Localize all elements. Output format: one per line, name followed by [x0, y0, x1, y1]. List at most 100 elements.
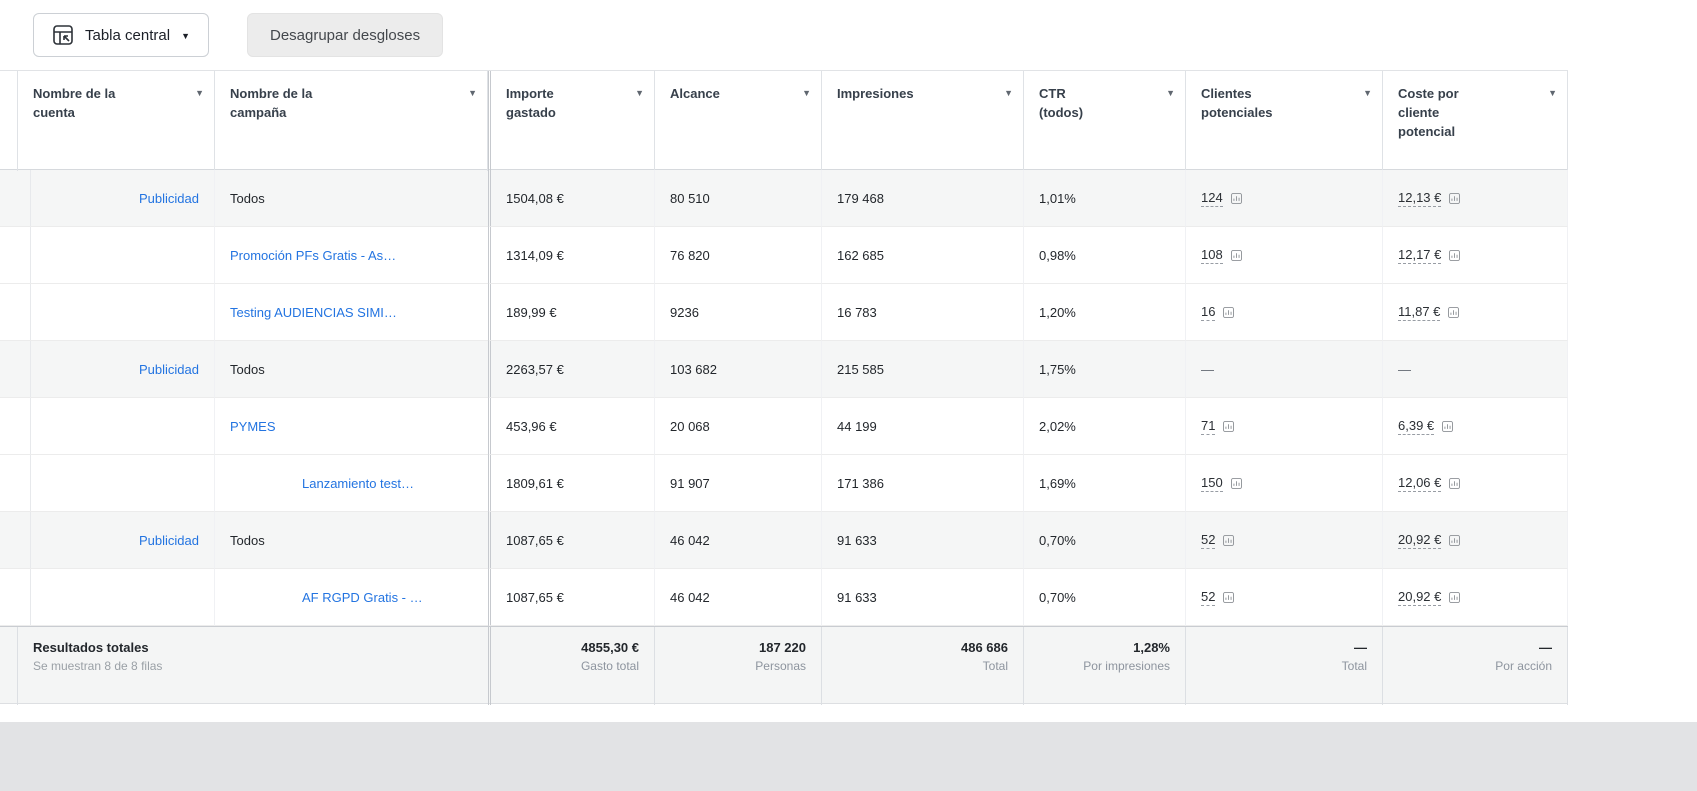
totals-ctr-cell: 1,28% Por impresiones — [1024, 627, 1186, 705]
leads-value[interactable]: 52 — [1201, 531, 1216, 549]
leads-cell: 124 — [1186, 170, 1383, 227]
breakdown-icon — [1442, 420, 1454, 432]
cpl-value[interactable]: 6,39 € — [1398, 417, 1435, 435]
reach-cell: 80 510 — [655, 170, 822, 227]
totals-ctr-label: Por impresiones — [1083, 659, 1170, 673]
totals-impressions-label: Total — [982, 659, 1008, 673]
caret-down-icon: ▼ — [195, 88, 204, 98]
column-header-leads[interactable]: Clientes potenciales ▼ — [1186, 71, 1383, 171]
impressions-cell: 91 633 — [822, 569, 1024, 626]
row-leading-cell — [0, 170, 31, 227]
column-header-account[interactable]: Nombre de la cuenta ▼ — [18, 71, 215, 171]
row-leading-cell — [0, 512, 31, 569]
impressions-cell: 215 585 — [822, 341, 1024, 398]
row-leading-cell — [0, 569, 31, 626]
ungroup-breakdowns-label: Desagrupar desgloses — [269, 26, 421, 44]
campaign-cell: Todos — [215, 170, 488, 227]
account-cell — [18, 569, 215, 626]
column-header-label: Nombre de la campaña — [230, 86, 313, 120]
caret-down-icon: ▼ — [802, 88, 811, 98]
leads-cell: — — [1186, 341, 1383, 398]
table-row: Publicidad Todos 2263,57 € 103 682 215 5… — [0, 341, 1568, 398]
campaign-link[interactable]: Promoción PFs Gratis - As… — [230, 247, 397, 263]
leads-value[interactable]: 108 — [1201, 246, 1223, 264]
totals-row: Resultados totales Se muestran 8 de 8 fi… — [0, 626, 1568, 705]
impressions-cell: 179 468 — [822, 170, 1024, 227]
cpl-value[interactable]: 12,06 € — [1398, 474, 1442, 492]
campaign-link[interactable]: Testing AUDIENCIAS SIMI… — [230, 304, 397, 320]
table-header: Nombre de la cuenta ▼ Nombre de la campa… — [0, 70, 1568, 171]
totals-spend-value: 4855,30 € — [581, 640, 639, 655]
reach-cell: 91 907 — [655, 455, 822, 512]
reach-cell: 76 820 — [655, 227, 822, 284]
column-header-impressions[interactable]: Impresiones ▼ — [822, 71, 1024, 171]
account-link[interactable]: Publicidad — [139, 361, 199, 377]
cpl-value[interactable]: 20,92 € — [1398, 531, 1442, 549]
leads-value[interactable]: 52 — [1201, 588, 1216, 606]
column-header-reach[interactable]: Alcance ▼ — [655, 71, 822, 171]
campaign-cell: Todos — [215, 512, 488, 569]
account-cell — [18, 227, 215, 284]
caret-down-icon: ▼ — [1166, 88, 1175, 98]
table-row: Promoción PFs Gratis - As… 1314,09 € 76 … — [0, 227, 1568, 284]
spend-cell: 189,99 € — [488, 284, 655, 341]
ctr-cell: 1,75% — [1024, 341, 1186, 398]
totals-subtitle: Se muestran 8 de 8 filas — [33, 659, 163, 673]
leads-value[interactable]: 16 — [1201, 303, 1216, 321]
column-header-spend[interactable]: Importe gastado ▼ — [488, 71, 655, 171]
column-header-campaign[interactable]: Nombre de la campaña ▼ — [215, 71, 488, 171]
cpl-value[interactable]: 20,92 € — [1398, 588, 1442, 606]
reach-cell: 46 042 — [655, 569, 822, 626]
table-row: PYMES 453,96 € 20 068 44 199 2,02% 71 6,… — [0, 398, 1568, 455]
column-header-ctr[interactable]: CTR (todos) ▼ — [1024, 71, 1186, 171]
caret-down-icon: ▼ — [1548, 88, 1557, 98]
breakdown-icon — [1449, 477, 1461, 489]
row-leading-cell — [0, 341, 31, 398]
leads-value[interactable]: 124 — [1201, 189, 1223, 207]
ctr-cell: 1,20% — [1024, 284, 1186, 341]
column-header-label: Importe gastado — [506, 86, 556, 120]
ctr-cell: 0,98% — [1024, 227, 1186, 284]
campaign-link[interactable]: Lanzamiento test… — [302, 475, 415, 491]
campaign-link[interactable]: PYMES — [230, 418, 276, 434]
account-cell: Publicidad — [18, 341, 215, 398]
totals-impressions-value: 486 686 — [961, 640, 1008, 655]
breakdown-icon — [1230, 192, 1242, 204]
totals-cpl-label: Por acción — [1495, 659, 1552, 673]
campaign-cell: Lanzamiento test… — [215, 455, 488, 512]
column-header-label: Impresiones — [837, 86, 914, 101]
leads-value[interactable]: 150 — [1201, 474, 1223, 492]
caret-down-icon: ▼ — [181, 31, 190, 41]
cpl-cell: 6,39 € — [1383, 398, 1568, 455]
spend-cell: 1314,09 € — [488, 227, 655, 284]
toolbar: Tabla central ▼ Desagrupar desgloses — [0, 0, 1697, 70]
account-link[interactable]: Publicidad — [139, 190, 199, 206]
account-cell: Publicidad — [18, 512, 215, 569]
table-view-selector[interactable]: Tabla central ▼ — [33, 13, 209, 57]
totals-cpl-cell: — Por acción — [1383, 627, 1568, 705]
cpl-cell: 11,87 € — [1383, 284, 1568, 341]
totals-reach-label: Personas — [755, 659, 806, 673]
totals-reach-cell: 187 220 Personas — [655, 627, 822, 705]
column-header-label: Coste por cliente potencial — [1398, 86, 1459, 139]
spend-cell: 1087,65 € — [488, 569, 655, 626]
impressions-cell: 44 199 — [822, 398, 1024, 455]
cpl-cell: 12,06 € — [1383, 455, 1568, 512]
ctr-cell: 1,69% — [1024, 455, 1186, 512]
breakdown-icon — [1449, 249, 1461, 261]
table-row: Lanzamiento test… 1809,61 € 91 907 171 3… — [0, 455, 1568, 512]
spend-cell: 2263,57 € — [488, 341, 655, 398]
leads-value[interactable]: 71 — [1201, 417, 1216, 435]
account-cell — [18, 398, 215, 455]
cpl-value[interactable]: 12,13 € — [1398, 189, 1442, 207]
cpl-value[interactable]: 12,17 € — [1398, 246, 1442, 264]
cpl-value[interactable]: 11,87 € — [1398, 303, 1441, 321]
account-link[interactable]: Publicidad — [139, 532, 199, 548]
column-header-cost-per-lead[interactable]: Coste por cliente potencial ▼ — [1383, 71, 1568, 171]
cpl-cell: 12,13 € — [1383, 170, 1568, 227]
breakdown-icon — [1223, 420, 1235, 432]
ungroup-breakdowns-button[interactable]: Desagrupar desgloses — [246, 13, 444, 57]
spend-cell: 453,96 € — [488, 398, 655, 455]
campaign-link[interactable]: AF RGPD Gratis - … — [302, 589, 423, 605]
column-header-label: Clientes potenciales — [1201, 86, 1273, 120]
